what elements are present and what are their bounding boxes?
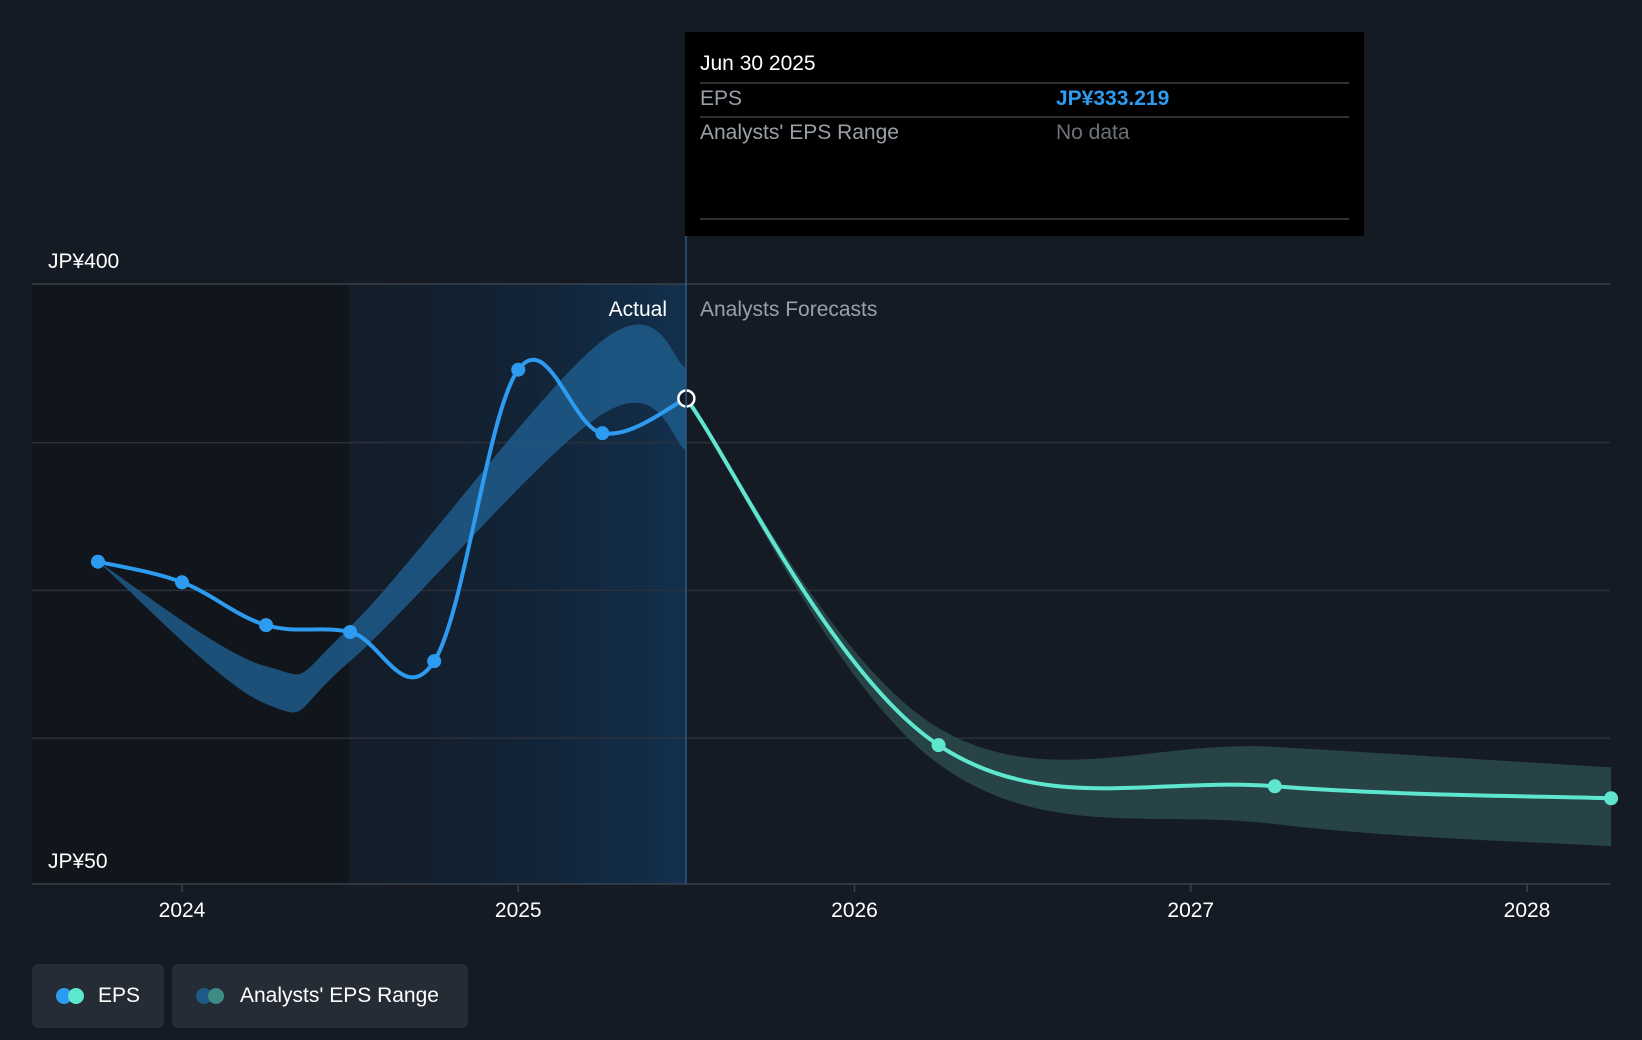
tooltip-range-label: Analysts' EPS Range — [700, 121, 899, 144]
eps-line-forecast — [684, 396, 1614, 801]
range-bands — [97, 324, 1612, 847]
eps-point[interactable] — [1267, 779, 1282, 794]
legend-label-eps: EPS — [97, 984, 140, 1007]
range-band-actual — [97, 324, 687, 713]
eps-point[interactable] — [175, 575, 189, 590]
range-legend-icon — [196, 988, 226, 1004]
x-tick-label: 2024 — [159, 899, 206, 922]
x-tick-label: 2025 — [495, 899, 542, 922]
x-tick-label: 2026 — [831, 899, 878, 922]
eps-point[interactable] — [931, 738, 946, 753]
y-tick-label-min: JP¥50 — [48, 850, 108, 873]
x-axis-ticks: 2024 2025 2026 2027 2028 — [159, 884, 1551, 922]
eps-chart: JP¥400 JP¥50 Actual Analysts Forecasts 2… — [32, 32, 1619, 922]
eps-point[interactable] — [595, 426, 610, 441]
eps-points — [90, 362, 1619, 806]
eps-point[interactable] — [259, 618, 274, 633]
eps-point[interactable] — [343, 625, 358, 639]
y-tick-label-max: JP¥400 — [48, 250, 119, 273]
grid-lines — [32, 283, 1610, 885]
actual-zone-label: Actual — [609, 298, 667, 321]
eps-legend-icon — [56, 988, 84, 1004]
eps-point[interactable] — [511, 362, 526, 377]
tooltip-range-value: No data — [1056, 121, 1130, 144]
tooltip: Jun 30 2025 EPS JP¥333.219 Analysts' EPS… — [685, 32, 1364, 236]
eps-point[interactable] — [427, 654, 442, 669]
tooltip-eps-value: JP¥333.219 — [1056, 87, 1169, 110]
x-tick-label: 2027 — [1167, 899, 1214, 922]
legend-item-eps[interactable]: EPS — [32, 964, 164, 1028]
forecast-zone-label: Analysts Forecasts — [700, 298, 877, 321]
tooltip-box — [685, 32, 1364, 236]
range-band-forecast — [686, 398, 1612, 847]
legend-label-range: Analysts' EPS Range — [240, 984, 439, 1007]
legend-item-analysts-eps-range[interactable]: Analysts' EPS Range — [172, 964, 468, 1028]
tooltip-eps-label: EPS — [700, 87, 742, 110]
eps-point[interactable] — [90, 554, 105, 569]
tooltip-date: Jun 30 2025 — [700, 52, 816, 75]
x-tick-label: 2028 — [1504, 899, 1551, 922]
eps-point[interactable] — [1604, 791, 1619, 806]
